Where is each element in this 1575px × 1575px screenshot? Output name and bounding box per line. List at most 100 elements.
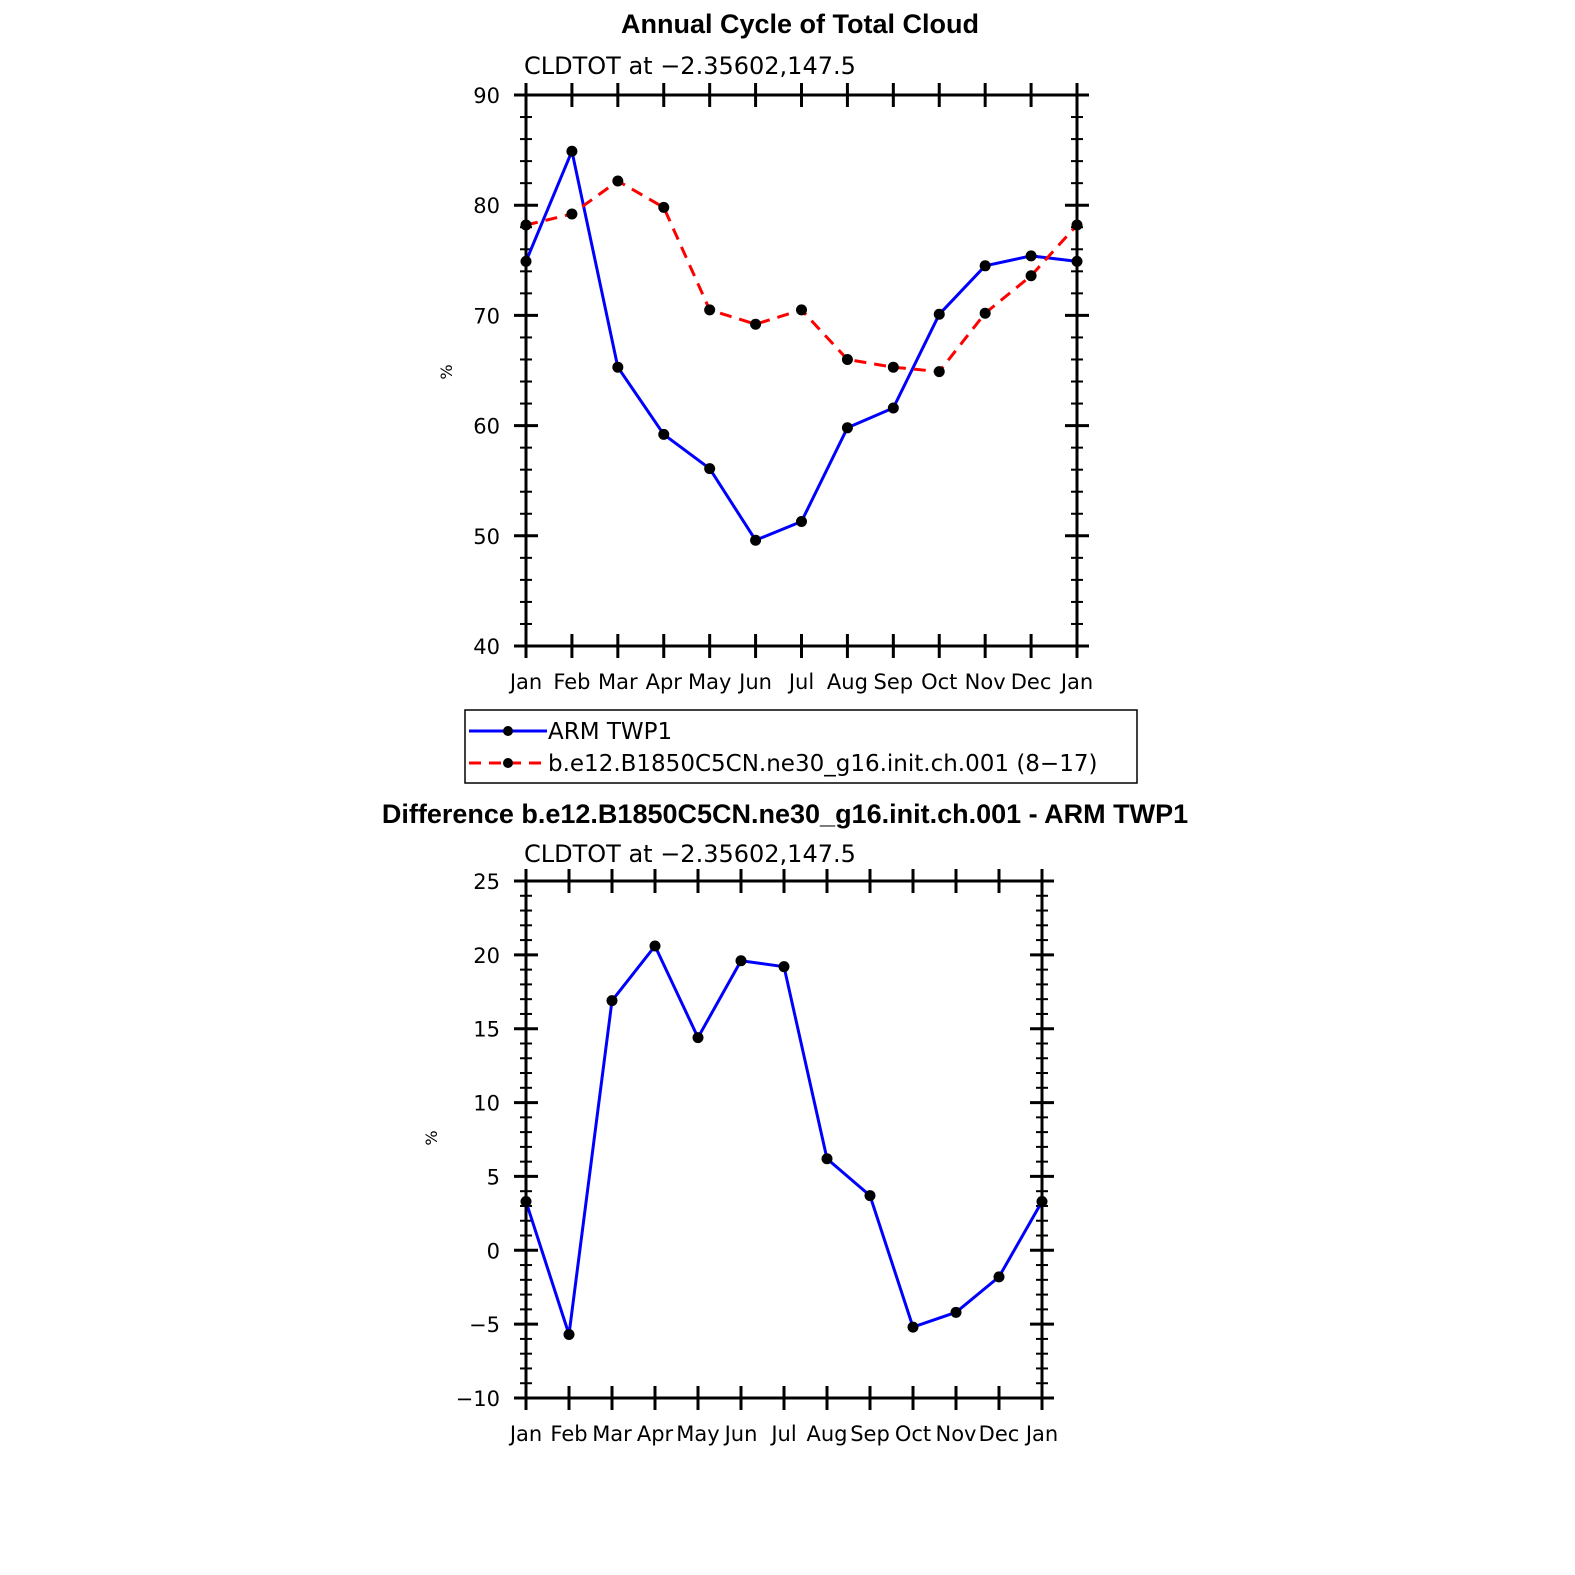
- c1-xtick-label: Feb: [553, 670, 590, 694]
- c1-series-0-point: [612, 361, 624, 373]
- c2-xtick-label: Jun: [723, 1422, 758, 1446]
- c2-series-0-point: [606, 995, 618, 1007]
- c1-series-1-point: [750, 318, 762, 330]
- c1-xtick-label: Jan: [1059, 670, 1093, 694]
- c1-series-1-point: [796, 304, 807, 316]
- c1-series-0-point: [704, 463, 716, 475]
- c1-xtick-label: Aug: [827, 670, 868, 694]
- c2-series-line-0: [524, 944, 1044, 1336]
- chart2-x-tick-labels: Jan Feb Mar Apr May Jun Jul Aug Sep Oct Nov Dec Jan: [508, 1422, 1058, 1446]
- chart2-series: [520, 940, 1048, 1340]
- chart1-series: [520, 145, 1083, 546]
- c2-series-0-point: [692, 1032, 704, 1044]
- c2-xtick-label: Feb: [550, 1422, 587, 1446]
- chart2-ylabel: %: [422, 1130, 441, 1145]
- c1-series-line-1: [525, 179, 1079, 374]
- c1-series-1-point: [887, 361, 899, 373]
- c2-ytick-label: −5: [469, 1313, 500, 1337]
- c1-series-1-point: [979, 307, 991, 319]
- chart2-plot-frame: [524, 879, 1044, 1400]
- c2-series-0-point: [907, 1321, 919, 1333]
- c1-series-0-point: [1025, 250, 1037, 262]
- c1-series-0-point: [887, 402, 899, 414]
- difference-chart: Difference b.e12.B1850C5CN.ne30_g16.init…: [382, 799, 1188, 1446]
- c1-series-1-point: [704, 304, 716, 316]
- c2-xtick-label: Jan: [508, 1422, 542, 1446]
- c2-xtick-label: Mar: [592, 1422, 632, 1446]
- c1-xtick-label: May: [688, 670, 731, 694]
- c1-xtick-label: Jan: [508, 670, 542, 694]
- chart2-title: Difference b.e12.B1850C5CN.ne30_g16.init…: [382, 799, 1188, 829]
- c2-xtick-label: Sep: [850, 1422, 890, 1446]
- chart1-ticks: [514, 83, 1089, 658]
- c1-xtick-label: Jul: [787, 670, 814, 694]
- c2-xtick-label: May: [676, 1422, 719, 1446]
- legend-box: [464, 709, 1138, 784]
- c2-xtick-label: Aug: [806, 1422, 847, 1446]
- c2-xtick-label: Nov: [936, 1422, 977, 1446]
- c2-ytick-label: −10: [456, 1387, 500, 1411]
- c1-xtick-label: Oct: [921, 670, 957, 694]
- c1-xtick-label: Nov: [965, 670, 1006, 694]
- c2-ytick-label: 25: [473, 870, 500, 894]
- c1-xtick-label: Apr: [646, 670, 683, 694]
- c2-xtick-label: Jul: [769, 1422, 796, 1446]
- c1-series-1-point: [933, 366, 945, 378]
- chart1-x-tick-labels: Jan Feb Mar Apr May Jun Jul Aug Sep Oct Nov Dec Jan: [508, 670, 1093, 694]
- c2-xtick-label: Dec: [979, 1422, 1020, 1446]
- c1-ytick-label: 60: [473, 415, 500, 439]
- c1-xtick-label: Mar: [598, 670, 638, 694]
- c1-series-1-point: [566, 208, 578, 220]
- chart1-plot-frame: [524, 93, 1079, 648]
- c1-ytick-label: 70: [473, 304, 500, 328]
- chart1-title: Annual Cycle of Total Cloud: [621, 9, 979, 39]
- c2-xtick-label: Apr: [637, 1422, 674, 1446]
- c2-ytick-label: 10: [473, 1092, 500, 1116]
- c1-series-0-point: [566, 145, 578, 157]
- c2-xtick-label: Jan: [1024, 1422, 1058, 1446]
- chart2-y-tick-labels: −10 −5 0 5 10 15 20 25: [456, 870, 500, 1411]
- chart1-subtitle: CLDTOT at −2.35602,147.5: [524, 52, 856, 80]
- c1-series-1-point: [1025, 270, 1037, 282]
- c1-ytick-label: 50: [473, 525, 500, 549]
- c1-series-1-point: [841, 353, 853, 365]
- c1-xtick-label: Sep: [874, 670, 914, 694]
- c1-xtick-label: Dec: [1011, 670, 1052, 694]
- c2-ytick-label: 15: [473, 1018, 500, 1042]
- c1-ytick-label: 80: [473, 194, 500, 218]
- c1-ytick-label: 40: [473, 635, 500, 659]
- legend-marker-model: [503, 758, 513, 768]
- c2-ytick-label: 0: [487, 1239, 500, 1263]
- c2-xtick-label: Oct: [895, 1422, 931, 1446]
- c1-xtick-label: Jun: [737, 670, 772, 694]
- chart1-y-tick-labels: 40 50 60 70 80 90: [473, 84, 500, 659]
- chart1-ylabel: %: [437, 364, 456, 379]
- c1-series-1-point: [612, 175, 624, 187]
- c1-series-0-point: [979, 260, 991, 272]
- c2-series-0-point: [864, 1190, 876, 1202]
- c1-series-0-point: [796, 515, 807, 527]
- c1-series-0-point: [933, 308, 945, 320]
- c2-series-0-point: [778, 961, 790, 973]
- c1-series-1-point: [658, 201, 670, 213]
- legend: ARM TWP1 b.e12.B1850C5CN.ne30_g16.init.c…: [464, 709, 1138, 784]
- c1-series-0-point: [841, 422, 853, 434]
- c1-series-line-0: [524, 149, 1078, 542]
- legend-label-arm: ARM TWP1: [548, 719, 672, 745]
- c1-ytick-label: 90: [473, 84, 500, 108]
- c2-series-0-point: [563, 1328, 575, 1340]
- chart2-subtitle: CLDTOT at −2.35602,147.5: [524, 840, 856, 868]
- c2-series-0-point: [735, 955, 747, 967]
- c2-series-0-point: [993, 1271, 1005, 1283]
- c2-ytick-label: 5: [487, 1165, 500, 1189]
- c2-series-0-point: [649, 940, 661, 952]
- legend-marker-arm: [503, 726, 513, 736]
- c1-series-0-point: [750, 534, 762, 546]
- c2-ytick-label: 20: [473, 944, 500, 968]
- c2-series-0-point: [950, 1306, 962, 1318]
- c2-series-0-point: [821, 1153, 833, 1165]
- c1-series-0-point: [658, 428, 670, 440]
- legend-label-model: b.e12.B1850C5CN.ne30_g16.init.ch.001 (8−…: [548, 751, 1097, 777]
- annual-cycle-chart: Annual Cycle of Total Cloud CLDTOT at −2…: [437, 9, 1093, 694]
